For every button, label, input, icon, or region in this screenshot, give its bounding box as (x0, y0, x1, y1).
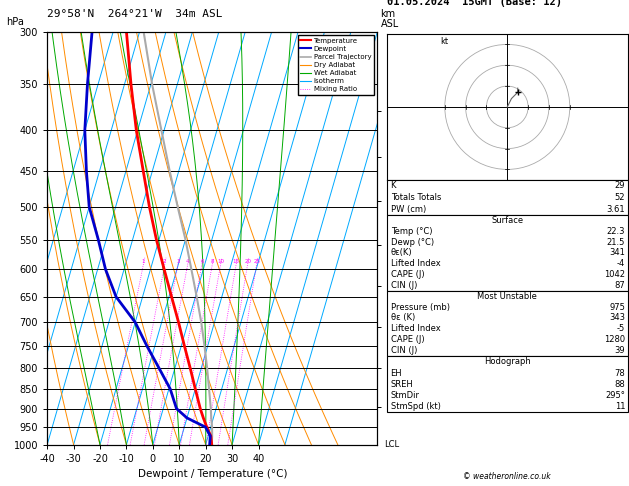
Text: SREH: SREH (391, 380, 413, 389)
Text: 1280: 1280 (604, 335, 625, 345)
Text: km: km (381, 9, 396, 19)
Text: CAPE (J): CAPE (J) (391, 335, 424, 345)
Text: 10: 10 (217, 259, 225, 263)
Text: -5: -5 (617, 324, 625, 333)
Text: 52: 52 (615, 193, 625, 202)
Text: 3.61: 3.61 (606, 205, 625, 214)
Text: Most Unstable: Most Unstable (477, 292, 537, 301)
Text: Totals Totals: Totals Totals (391, 193, 441, 202)
Text: 4: 4 (186, 259, 189, 263)
Text: 20: 20 (244, 259, 251, 263)
Text: 29°58'N  264°21'W  34m ASL: 29°58'N 264°21'W 34m ASL (47, 9, 223, 19)
Text: CIN (J): CIN (J) (391, 346, 417, 355)
Text: 295°: 295° (605, 391, 625, 400)
Text: CIN (J): CIN (J) (391, 281, 417, 290)
Text: 1042: 1042 (604, 270, 625, 279)
Text: ASL: ASL (381, 19, 399, 29)
Text: Temp (°C): Temp (°C) (391, 227, 432, 236)
Text: hPa: hPa (6, 17, 24, 27)
Text: 3: 3 (176, 259, 180, 263)
Text: -4: -4 (617, 259, 625, 268)
Legend: Temperature, Dewpoint, Parcel Trajectory, Dry Adiabat, Wet Adiabat, Isotherm, Mi: Temperature, Dewpoint, Parcel Trajectory… (298, 35, 374, 95)
Text: 88: 88 (615, 380, 625, 389)
Text: 39: 39 (615, 346, 625, 355)
Text: 1: 1 (142, 259, 145, 263)
Text: Pressure (mb): Pressure (mb) (391, 302, 450, 312)
Text: StmSpd (kt): StmSpd (kt) (391, 402, 440, 411)
Text: CAPE (J): CAPE (J) (391, 270, 424, 279)
Text: Lifted Index: Lifted Index (391, 324, 440, 333)
Text: 15: 15 (233, 259, 240, 263)
Text: 25: 25 (253, 259, 260, 263)
Text: 8: 8 (211, 259, 214, 263)
Text: 11: 11 (615, 402, 625, 411)
Text: Lifted Index: Lifted Index (391, 259, 440, 268)
Text: PW (cm): PW (cm) (391, 205, 426, 214)
Text: 975: 975 (610, 302, 625, 312)
Text: K: K (391, 181, 396, 190)
Text: 6: 6 (200, 259, 204, 263)
Text: © weatheronline.co.uk: © weatheronline.co.uk (464, 472, 551, 481)
Text: 341: 341 (610, 248, 625, 258)
Text: 2: 2 (163, 259, 167, 263)
Text: 87: 87 (615, 281, 625, 290)
Text: 21.5: 21.5 (607, 238, 625, 247)
Text: LCL: LCL (384, 440, 399, 449)
Text: kt: kt (441, 37, 448, 47)
X-axis label: Dewpoint / Temperature (°C): Dewpoint / Temperature (°C) (138, 469, 287, 479)
Text: EH: EH (391, 368, 402, 378)
Text: 22.3: 22.3 (607, 227, 625, 236)
Text: Hodograph: Hodograph (484, 357, 531, 366)
Text: 01.05.2024  15GMT (Base: 12): 01.05.2024 15GMT (Base: 12) (387, 0, 562, 7)
Text: 343: 343 (610, 313, 625, 323)
Text: 29: 29 (615, 181, 625, 190)
Text: Dewp (°C): Dewp (°C) (391, 238, 434, 247)
Y-axis label: Mixing Ratio (g/kg): Mixing Ratio (g/kg) (397, 195, 406, 281)
Text: θε(K): θε(K) (391, 248, 412, 258)
Text: 78: 78 (615, 368, 625, 378)
Text: Surface: Surface (491, 216, 523, 225)
Text: θε (K): θε (K) (391, 313, 415, 323)
Text: StmDir: StmDir (391, 391, 420, 400)
